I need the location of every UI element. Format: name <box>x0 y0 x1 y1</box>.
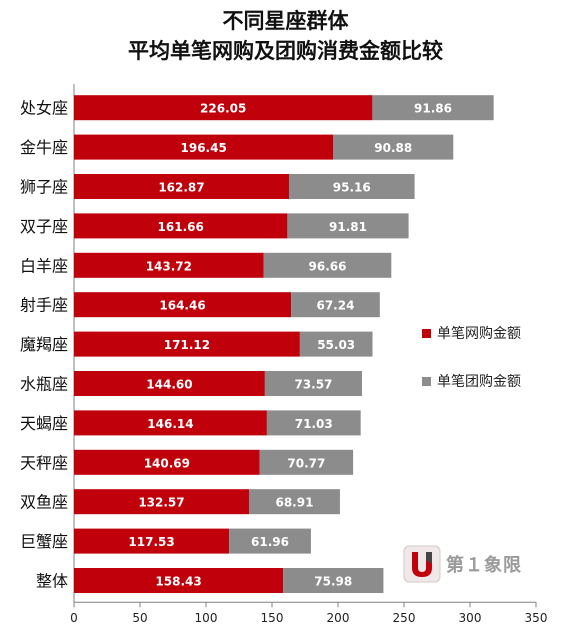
brand-logo-icon <box>403 545 441 583</box>
bar-online <box>74 174 289 199</box>
data-label-online: 196.45 <box>181 141 227 155</box>
bar-online <box>74 371 265 396</box>
category-label: 金牛座 <box>20 138 68 157</box>
x-tick-label: 300 <box>459 611 482 625</box>
brand-logo: 第１象限 <box>402 544 522 584</box>
bar-group <box>229 528 311 554</box>
x-tick-label: 50 <box>132 611 147 625</box>
bar-group <box>299 331 373 357</box>
bar-online <box>74 410 267 436</box>
data-label-online: 226.05 <box>200 102 246 116</box>
data-label-group: 73.57 <box>294 378 332 392</box>
legend-item-online: 单笔网购金额 <box>422 322 521 344</box>
bar-online <box>74 528 230 554</box>
x-tick-label: 150 <box>261 611 284 625</box>
data-label-group: 68.91 <box>275 496 313 510</box>
data-label-group: 91.86 <box>414 102 452 116</box>
bar-online <box>74 134 334 160</box>
x-tick-label: 250 <box>393 611 416 625</box>
category-label: 魔羯座 <box>20 335 68 354</box>
data-label-online: 162.87 <box>158 181 204 195</box>
bar-group <box>372 95 494 121</box>
bar-online <box>74 95 373 121</box>
category-label: 处女座 <box>20 99 68 118</box>
data-label-online: 158.43 <box>155 575 201 589</box>
x-tick-label: 200 <box>327 611 350 625</box>
data-label-online: 164.46 <box>159 299 205 313</box>
chart-legend: 单笔网购金额 单笔团购金额 <box>422 322 521 418</box>
category-label: 狮子座 <box>20 178 68 197</box>
bar-online <box>74 213 288 239</box>
chart-title-line-1: 不同星座群体 <box>222 8 349 33</box>
legend-label-online: 单笔网购金额 <box>437 326 521 342</box>
bar-online <box>74 568 284 593</box>
data-label-group: 95.16 <box>333 181 371 195</box>
bar-group <box>264 371 362 396</box>
bar-group <box>291 292 380 318</box>
data-label-group: 96.66 <box>309 259 347 273</box>
data-label-online: 143.72 <box>146 259 192 273</box>
bar-online <box>74 449 260 475</box>
category-label: 天秤座 <box>20 453 68 472</box>
data-label-online: 117.53 <box>128 535 174 549</box>
category-label: 双子座 <box>20 217 68 236</box>
x-tick-label: 0 <box>70 611 78 625</box>
data-label-online: 171.12 <box>164 338 210 352</box>
data-label-online: 140.69 <box>144 456 190 470</box>
data-label-online: 144.60 <box>146 378 192 392</box>
bar-group <box>266 410 361 436</box>
x-tick-label: 350 <box>525 611 548 625</box>
chart-title: 不同星座群体 平均单笔网购及团购消费金额比较 <box>0 6 571 66</box>
bar-group <box>287 213 409 239</box>
data-label-group: 70.77 <box>287 456 325 470</box>
data-label-online: 161.66 <box>158 220 204 234</box>
bar-group <box>248 489 340 515</box>
bar-group <box>263 252 392 278</box>
category-label: 射手座 <box>20 296 68 315</box>
data-label-group: 55.03 <box>317 338 355 352</box>
bar-online <box>74 292 292 318</box>
bar-online <box>74 489 249 515</box>
data-label-online: 146.14 <box>147 417 193 431</box>
brand-logo-text: 第１象限 <box>446 555 522 576</box>
category-label: 白羊座 <box>20 256 68 275</box>
category-label: 整体 <box>36 572 68 591</box>
data-label-group: 71.03 <box>295 417 333 431</box>
data-label-group: 90.88 <box>374 141 412 155</box>
category-label: 巨蟹座 <box>20 532 68 551</box>
data-label-group: 75.98 <box>314 575 352 589</box>
bar-group <box>288 174 415 199</box>
category-label: 双鱼座 <box>20 493 68 512</box>
category-label: 水瓶座 <box>20 375 68 394</box>
bar-group <box>283 568 384 593</box>
legend-swatch-group <box>422 376 431 386</box>
legend-item-group: 单笔团购金额 <box>422 370 521 392</box>
bar-group <box>259 449 354 475</box>
category-label: 天蝎座 <box>20 414 68 433</box>
legend-swatch-online <box>422 328 431 338</box>
bar-online <box>74 252 264 278</box>
x-tick-label: 100 <box>195 611 218 625</box>
data-label-group: 91.81 <box>329 220 367 234</box>
data-label-group: 61.96 <box>251 535 289 549</box>
data-label-online: 132.57 <box>138 496 184 510</box>
bar-group <box>333 134 454 160</box>
chart-title-line-2: 平均单笔网购及团购消费金额比较 <box>128 38 443 63</box>
data-label-group: 67.24 <box>316 299 354 313</box>
bar-online <box>74 331 300 357</box>
legend-label-group: 单笔团购金额 <box>437 374 521 390</box>
